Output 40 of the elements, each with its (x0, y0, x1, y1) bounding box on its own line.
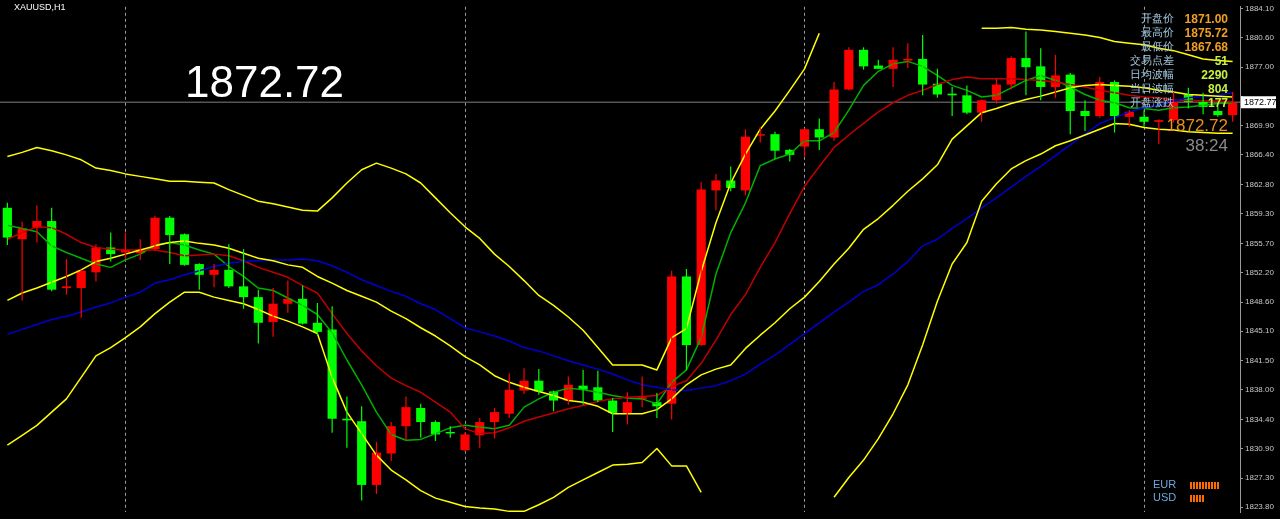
annotation: USD (1153, 491, 1177, 503)
annotation: 交易点差 (1130, 54, 1174, 66)
y-tick-label: 1852.20 (1245, 267, 1275, 277)
annotation: 开盘涨跌 (1130, 96, 1174, 108)
y-tick-label: 1834.40 (1245, 414, 1275, 424)
annotation: 1872.72 (185, 57, 345, 106)
candlestick (903, 42, 913, 69)
y-tick-label: 1880.60 (1245, 32, 1275, 42)
annotation: 38:24 (1185, 136, 1228, 155)
candlestick (770, 131, 780, 160)
annotation: 1872.72 (1166, 116, 1228, 135)
y-tick-label: 1862.80 (1245, 179, 1275, 189)
y-tick-label: 1869.90 (1245, 121, 1275, 131)
annotation: 最高价 (1141, 26, 1174, 38)
y-tick-label: 1859.30 (1245, 208, 1275, 218)
y-tick-label: 1827.30 (1245, 473, 1275, 483)
annotation: 1875.72 (1184, 26, 1228, 40)
y-tick-label: 1823.80 (1245, 502, 1275, 512)
y-tick-label: 1830.90 (1245, 443, 1275, 453)
annotation: 2290 (1201, 68, 1228, 82)
candlestick (61, 258, 72, 296)
y-tick-label: 1884.10 (1245, 3, 1275, 13)
annotation: 开盘价 (1141, 12, 1174, 24)
annotation: 804 (1207, 82, 1228, 96)
annotation: EUR (1153, 478, 1177, 490)
y-tick-label: 1838.00 (1245, 384, 1275, 394)
annotation: 1867.68 (1184, 40, 1228, 54)
y-tick-label: 1866.40 (1245, 150, 1275, 160)
y-tick-label: 1877.00 (1245, 62, 1275, 72)
candlestick (1154, 118, 1164, 145)
ref-line-label: 1872.77 (1244, 97, 1277, 108)
candlestick (239, 248, 249, 310)
y-tick-label: 1841.50 (1245, 356, 1275, 366)
y-tick-label: 1855.70 (1245, 238, 1275, 248)
chart-title: XAUUSD,H1 (14, 2, 66, 12)
annotation: 日均波幅 (1130, 68, 1174, 80)
candlestick (622, 391, 632, 426)
y-tick-label: 1845.10 (1245, 326, 1275, 336)
annotation: 1871.00 (1184, 12, 1228, 26)
y-tick-label: 1848.60 (1245, 297, 1275, 307)
